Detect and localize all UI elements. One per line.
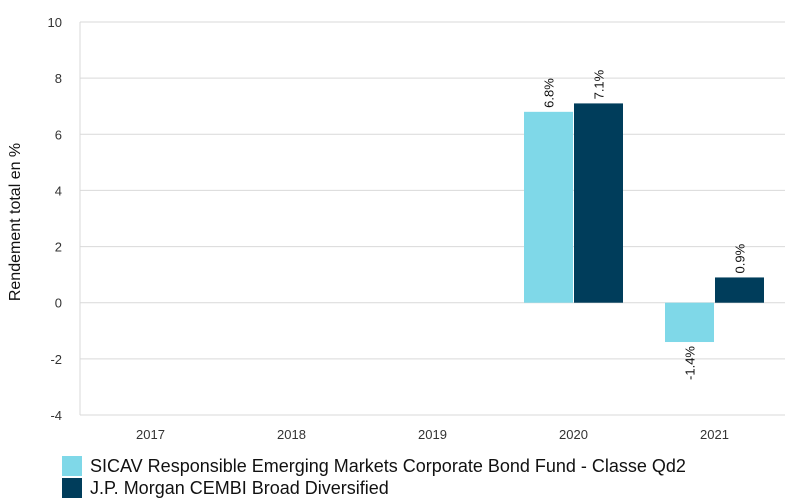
data-label: 0.9% — [733, 243, 748, 273]
data-label: 7.1% — [592, 69, 607, 99]
data-label: 6.8% — [542, 78, 557, 108]
x-axis-ticks: 2017 2018 2019 2020 2021 — [136, 427, 729, 442]
y-axis-title: Rendement total en % — [7, 143, 24, 301]
y-axis-ticks: -4 -2 0 2 4 6 8 10 — [48, 15, 62, 423]
legend-label-benchmark: J.P. Morgan CEMBI Broad Diversified — [90, 477, 389, 498]
legend: SICAV Responsible Emerging Markets Corpo… — [62, 455, 686, 499]
x-tick-label: 2021 — [700, 427, 729, 442]
y-tick-label: 10 — [48, 15, 62, 30]
x-tick-label: 2019 — [418, 427, 447, 442]
bar — [715, 277, 764, 303]
y-tick-label: -4 — [50, 408, 62, 423]
y-tick-label: 2 — [55, 240, 62, 255]
data-label: -1.4% — [683, 346, 698, 380]
y-tick-label: 6 — [55, 127, 62, 142]
bar — [524, 111, 573, 303]
legend-swatch-fund — [62, 456, 82, 476]
y-tick-label: 4 — [55, 183, 62, 198]
legend-label-fund: SICAV Responsible Emerging Markets Corpo… — [90, 455, 686, 476]
y-tick-label: -2 — [50, 352, 62, 367]
x-tick-label: 2017 — [136, 427, 165, 442]
bar-chart: -4 -2 0 2 4 6 8 10 2017 2018 2019 2020 2021 6.8% 7.1… — [7, 15, 785, 442]
bar — [665, 302, 714, 343]
gridlines — [79, 21, 785, 416]
x-tick-label: 2018 — [277, 427, 306, 442]
y-tick-label: 8 — [55, 71, 62, 86]
y-tick-label: 0 — [55, 296, 62, 311]
bars — [524, 103, 764, 343]
legend-swatch-benchmark — [62, 478, 82, 498]
legend-item-fund: SICAV Responsible Emerging Markets Corpo… — [62, 455, 686, 477]
bar — [574, 103, 623, 303]
data-labels: 6.8% 7.1% -1.4% 0.9% — [542, 69, 748, 380]
x-tick-label: 2020 — [559, 427, 588, 442]
legend-item-benchmark: J.P. Morgan CEMBI Broad Diversified — [62, 477, 686, 499]
